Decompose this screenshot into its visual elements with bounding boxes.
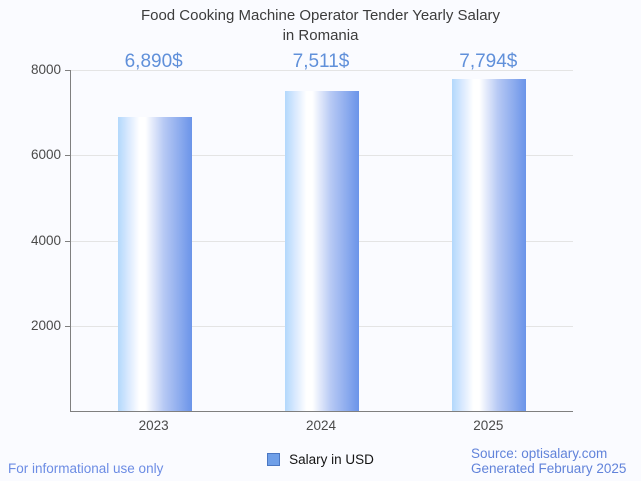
x-axis-label-2024: 2024: [305, 418, 337, 433]
footer-disclaimer: For informational use only: [8, 461, 164, 476]
bar-2024[interactable]: [285, 91, 359, 411]
y-tick-mark: [65, 326, 70, 327]
footer-source-block: Source: optisalary.com Generated Februar…: [471, 446, 626, 476]
x-axis-label-2025: 2025: [473, 418, 504, 433]
x-axis-label-2023: 2023: [138, 418, 169, 433]
bar-value-label-2025: 7,794$: [459, 51, 518, 72]
footer-generated: Generated February 2025: [471, 461, 627, 476]
y-tick-mark: [65, 70, 70, 71]
legend: Salary in USD: [0, 452, 641, 467]
page-title-line2: in Romania: [282, 27, 359, 44]
footer-source: Source: optisalary.com: [471, 446, 608, 461]
y-tick-label: 8000: [30, 62, 61, 77]
page-title: Food Cooking Machine Operator Tender Yea…: [0, 6, 641, 46]
y-tick-mark: [65, 155, 70, 156]
y-tick-label: 2000: [30, 318, 61, 333]
gridline: [71, 70, 573, 71]
bar-2025[interactable]: [452, 79, 527, 411]
bar-value-label-2023: 6,890$: [124, 51, 183, 72]
legend-swatch-icon: [267, 453, 281, 466]
y-tick-mark: [65, 241, 70, 242]
page-title-line1: Food Cooking Machine Operator Tender Yea…: [140, 7, 501, 24]
bar-2023[interactable]: [117, 117, 192, 411]
legend-label: Salary in USD: [289, 452, 374, 467]
y-tick-label: 4000: [30, 233, 61, 248]
plot-area: [70, 70, 573, 412]
y-tick-label: 6000: [30, 147, 61, 162]
bar-value-label-2024: 7,511$: [292, 51, 350, 72]
